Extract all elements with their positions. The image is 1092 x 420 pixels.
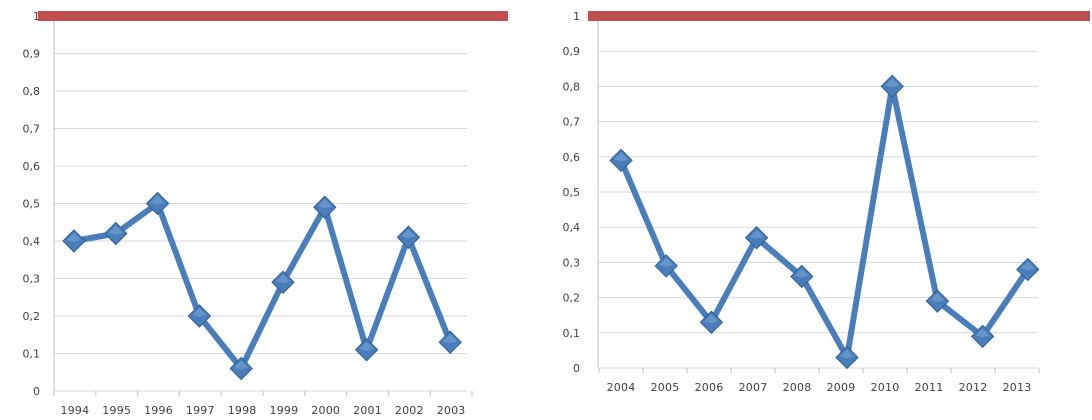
data-point-highlight [192,308,207,317]
x-tick-label: 1997 [186,404,215,417]
data-point-highlight [359,341,374,351]
data-point-highlight [317,199,332,209]
data-point-highlight [614,152,628,162]
data-point-highlight [108,225,123,235]
y-tick-label: 0,3 [23,273,41,286]
y-tick-label: 0,7 [23,123,41,136]
y-tick-label: 0,5 [23,198,41,211]
data-point-highlight [1020,261,1035,271]
data-point-highlight [930,293,945,303]
y-tick-label: 0 [573,362,580,375]
y-tick-label: 0,5 [563,186,581,199]
series-line [71,200,454,372]
data-point-highlight [749,229,764,239]
x-tick-label: 2001 [353,404,382,417]
y-tick-label: 0,2 [23,310,41,323]
x-tick-label: 1999 [270,404,299,417]
gridlines [598,50,1038,369]
x-tick-label: 2002 [395,404,424,417]
x-tick-label: 2006 [695,381,724,394]
x-tick-label: 1995 [102,404,131,417]
y-tick-label: 0,8 [23,85,41,98]
data-point-highlight [975,328,990,338]
x-tick-label: 2007 [739,381,768,394]
data-point-highlight [794,268,809,278]
top-band [38,11,508,21]
data-point-highlight [443,334,458,344]
y-tick-label: 0,4 [23,235,41,248]
data-point-highlight [276,274,290,284]
data-point-highlight [704,314,719,324]
data-point-highlight [401,229,416,239]
y-tick-label: 1 [573,10,580,23]
x-axis-labels: 1994 1995 1996 1997 1998 1999 2000 2001 2002 2003 [61,404,466,417]
x-tick-label: 2005 [651,381,680,394]
y-tick-label: 0,2 [563,292,581,305]
series [609,74,1040,370]
x-tick-label: 2000 [311,404,340,417]
data-point-highlight [885,78,900,88]
data-point-highlight [67,233,81,242]
x-tick-label: 2003 [437,404,466,417]
y-tick-label: 0,6 [23,160,41,173]
y-axis-labels: 0 0,1 0,2 0,3 0,4 0,5 0,6 0,7 0,8 0,9 1 [23,10,41,398]
y-tick-label: 0,8 [563,80,581,93]
x-tick-label: 2011 [915,381,944,394]
data-point-highlight [659,257,674,267]
x-tick-label: 2010 [871,381,900,394]
top-band [588,11,1090,21]
data-point-highlight [150,195,165,205]
data-point-highlight [234,360,249,370]
series-line [618,83,1031,361]
y-tick-label: 0,6 [563,151,581,164]
x-tick-label: 1998 [228,404,257,417]
x-tick-label: 1996 [144,404,173,417]
y-axis-labels: 0 0,1 0,2 0,3 0,4 0,5 0,6 0,7 0,8 0,9 1 [563,10,581,375]
x-tick-label: 1994 [61,404,90,417]
y-tick-label: 0,9 [23,48,41,61]
gridlines [54,53,467,392]
y-tick-label: 0,1 [563,327,581,340]
x-tick-label: 2004 [607,381,636,394]
data-point-highlight [840,349,854,359]
x-tick-label: 2009 [827,381,856,394]
x-tick-label: 2013 [1003,381,1032,394]
y-tick-label: 0,7 [563,116,581,129]
x-tick-label: 2008 [783,381,812,394]
y-tick-label: 0,3 [563,256,581,269]
y-tick-label: 0 [33,385,40,398]
series [62,191,462,381]
x-axis-labels: 2004 2005 2006 2007 2008 2009 2010 2011 2012 2013 [607,381,1032,394]
y-tick-label: 0,4 [563,221,581,234]
y-tick-label: 0,1 [23,348,41,361]
y-tick-label: 0,9 [563,45,581,58]
x-tick-label: 2012 [959,381,988,394]
y-tick-label: 1 [33,10,40,23]
